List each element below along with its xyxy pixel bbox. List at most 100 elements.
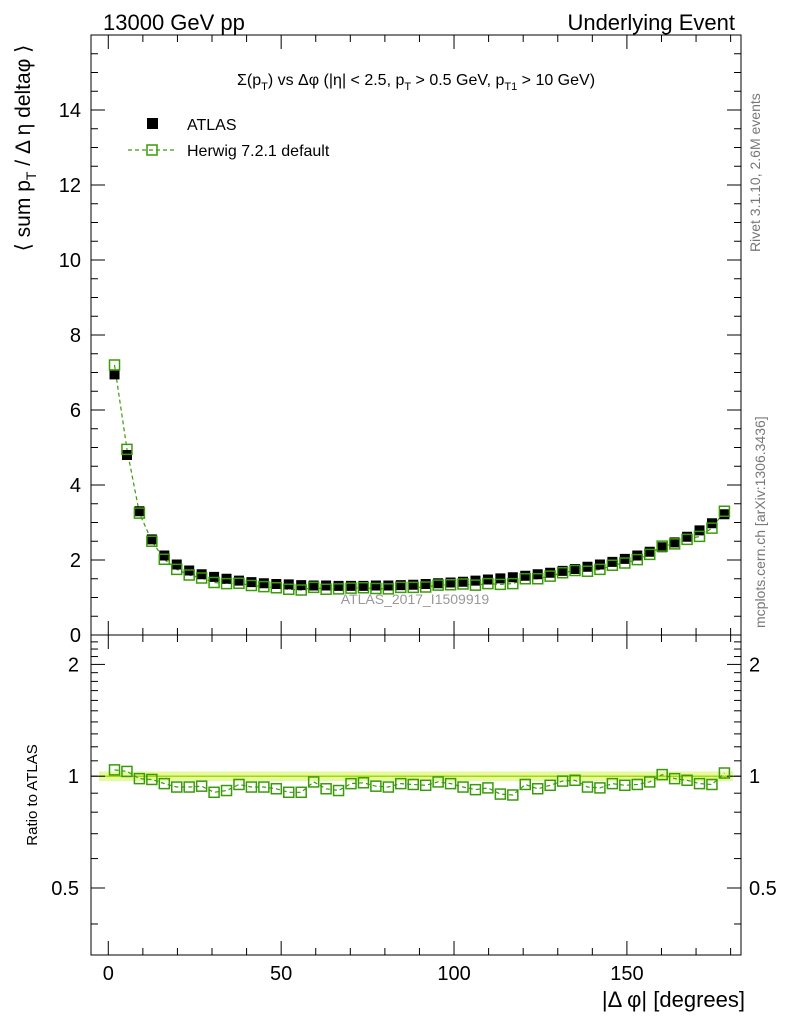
legend-data-marker (147, 118, 158, 129)
mc-point (170, 563, 183, 576)
mc-point (643, 548, 656, 561)
legend: ATLAS Herwig 7.2.1 default (128, 117, 330, 160)
mc-point (556, 567, 569, 579)
ratio-point (706, 778, 718, 791)
mc-point (706, 522, 718, 534)
ratio-line (114, 769, 725, 796)
data-point (570, 564, 581, 574)
mc-point (345, 582, 357, 594)
ratio-frame (90, 634, 742, 956)
data-point (557, 565, 568, 576)
data-point (420, 579, 431, 589)
mc-point (594, 563, 606, 576)
ratio-point (556, 775, 569, 787)
mc-point (668, 538, 681, 550)
data-point (458, 576, 469, 587)
data-point (669, 537, 680, 548)
mc-point (457, 578, 469, 590)
main-axis-ticks: 0 2 4 6 8 10 12 14 (59, 35, 741, 647)
data-point (545, 567, 556, 578)
ratio-point (121, 765, 133, 778)
mc-point (656, 540, 668, 552)
mc-point (158, 553, 171, 565)
y-tick-label: 14 (59, 100, 81, 122)
mc-point (295, 584, 307, 596)
mc-point (569, 564, 581, 577)
mc-point (531, 573, 544, 585)
ratio-point (594, 782, 606, 794)
legend-mc-label: Herwig 7.2.1 default (187, 143, 330, 160)
mc-point (195, 572, 208, 584)
legend-data-label: ATLAS (187, 117, 237, 134)
mc-point (519, 573, 532, 585)
mc-point (494, 578, 507, 591)
header-right: Underlying Event (567, 10, 735, 35)
ratio-point (270, 783, 283, 795)
mc-point (382, 583, 395, 595)
ratio-y-axis-label: Ratio to ATLAS (24, 744, 41, 845)
mc-line (113, 364, 725, 591)
ratio-y-tick-label: 2 (68, 654, 79, 676)
mc-point (619, 557, 631, 569)
data-point (408, 579, 419, 590)
ratio-y-tick-label-right: 2 (749, 654, 760, 676)
data-point (134, 506, 145, 517)
ratio-point (631, 778, 644, 791)
ratio-point (519, 778, 532, 791)
ratio-point (158, 777, 171, 790)
ratio-point (220, 784, 233, 797)
ratio-point (170, 781, 183, 793)
data-point (333, 580, 344, 591)
data-point (433, 578, 444, 589)
mc-point (245, 579, 258, 592)
ratio-point (407, 778, 419, 791)
ratio-point (146, 773, 158, 786)
data-point (346, 580, 356, 591)
ratio-point (507, 789, 519, 801)
data-point (694, 525, 705, 536)
data-point (520, 570, 531, 581)
x-tick-label: 100 (437, 963, 470, 985)
ratio-point (444, 777, 457, 790)
ratio-point (718, 767, 731, 779)
ratio-point (469, 783, 482, 796)
ratio-axis-ticks: 0.5 0.5 1 1 2 2 0 50 100 150 (51, 635, 777, 985)
mc-point (395, 581, 407, 594)
ratio-point (320, 783, 332, 795)
data-point (482, 574, 493, 585)
ratio-point (581, 781, 594, 793)
x-axis-label: |Δ φ| [degrees] (602, 987, 745, 1012)
mc-point (718, 505, 731, 517)
mc-point (220, 577, 233, 590)
header-left: 13000 GeV pp (103, 10, 245, 35)
ratio-point (195, 780, 208, 792)
ratio-series (108, 764, 731, 801)
legend-mc-marker (146, 144, 158, 156)
ratio-point (183, 781, 195, 793)
data-point (682, 531, 693, 542)
data-point (271, 579, 282, 589)
ratio-point (569, 774, 581, 787)
ratio-point (643, 776, 656, 788)
mc-point (270, 582, 283, 594)
plot-title: Σ(pT) vs Δφ (|η| < 2.5, pT > 0.5 GeV, pT… (237, 72, 595, 93)
mc-point (357, 582, 370, 594)
x-tick-label: 0 (103, 963, 114, 985)
mc-point (407, 581, 419, 594)
mc-point (133, 507, 146, 519)
mc-point (507, 577, 519, 590)
data-point (246, 577, 257, 588)
mc-point (581, 565, 594, 577)
mc-point (544, 570, 556, 582)
ratio-point (357, 777, 370, 789)
data-point (383, 580, 394, 591)
data-point (370, 580, 381, 591)
mc-point (469, 579, 482, 591)
ratio-point (419, 779, 432, 792)
data-point (632, 550, 643, 561)
data-point (308, 580, 319, 591)
ratio-y-tick-label-right: 1 (749, 766, 760, 788)
ratio-point (606, 777, 619, 790)
data-point (159, 550, 170, 561)
